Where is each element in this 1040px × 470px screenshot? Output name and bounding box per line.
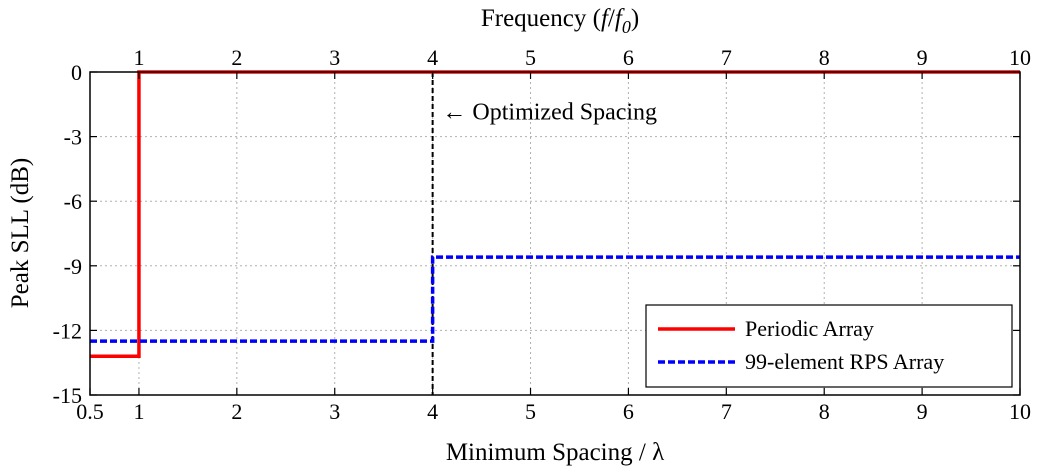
top-axis-label-prefix: Frequency (: [481, 5, 601, 32]
x-tick-label: 10: [1009, 399, 1031, 424]
x-tick-label: 2: [231, 399, 242, 424]
x-tick-label: 0.5: [76, 399, 104, 424]
x-tick-label: 9: [917, 399, 928, 424]
ticks: [89, 71, 1021, 396]
top-x-tick-label: 3: [329, 45, 340, 70]
y-tick-label: -3: [64, 125, 82, 150]
y-tick-label: 0: [71, 60, 82, 85]
x-tick-label: 1: [133, 399, 144, 424]
x-tick-label: 6: [623, 399, 634, 424]
legend-label-rps: 99-element RPS Array: [745, 349, 944, 374]
top-x-tick-label: 8: [819, 45, 830, 70]
legend-box: [645, 304, 1013, 388]
top-x-tick-label: 2: [231, 45, 242, 70]
top-x-tick-label: 6: [623, 45, 634, 70]
top-axis-label-slash: /: [608, 5, 615, 32]
x-tick-label: 7: [721, 399, 732, 424]
x-tick-label: 8: [819, 399, 830, 424]
optimized-spacing-annotation: ← Optimized Spacing: [442, 99, 657, 125]
legend: Periodic Array 99-element RPS Array: [645, 304, 1013, 388]
top-x-tick-label: 1: [133, 45, 144, 70]
legend-label-periodic: Periodic Array: [745, 316, 874, 341]
x-tick-label: 4: [427, 399, 438, 424]
top-x-tick-label: 10: [1009, 45, 1031, 70]
top-axis-label-subscript: 0: [622, 17, 631, 37]
top-axis-label-f0: f: [615, 5, 625, 32]
plot-frame: [89, 71, 1021, 396]
x-tick-label: 5: [525, 399, 536, 424]
top-axis-label: Frequency (f/f0): [481, 5, 639, 37]
y-tick-label: -15: [53, 383, 82, 408]
y-tick-label: -6: [64, 189, 82, 214]
top-x-tick-label: 9: [917, 45, 928, 70]
tick-labels: 0.5 1 2 3 4 5 6 7 8 9 10 1 2 3 4 5 6 7 8 9 10 0 -3 -6 -9 -12 -15: [53, 45, 1031, 424]
series-line-rps: [90, 255, 1020, 343]
x-tick-label: 3: [329, 399, 340, 424]
top-x-tick-label: 4: [427, 45, 438, 70]
top-axis-label-f: f: [601, 5, 611, 32]
top-x-tick-label: 5: [525, 45, 536, 70]
y-tick-label: -9: [64, 254, 82, 279]
y-axis-label: Peak SLL (dB): [7, 158, 34, 308]
top-x-tick-label: 7: [721, 45, 732, 70]
top-axis-label-close: ): [631, 5, 639, 32]
x-axis-label: Minimum Spacing / λ: [446, 439, 664, 466]
y-tick-label: -12: [53, 318, 82, 343]
